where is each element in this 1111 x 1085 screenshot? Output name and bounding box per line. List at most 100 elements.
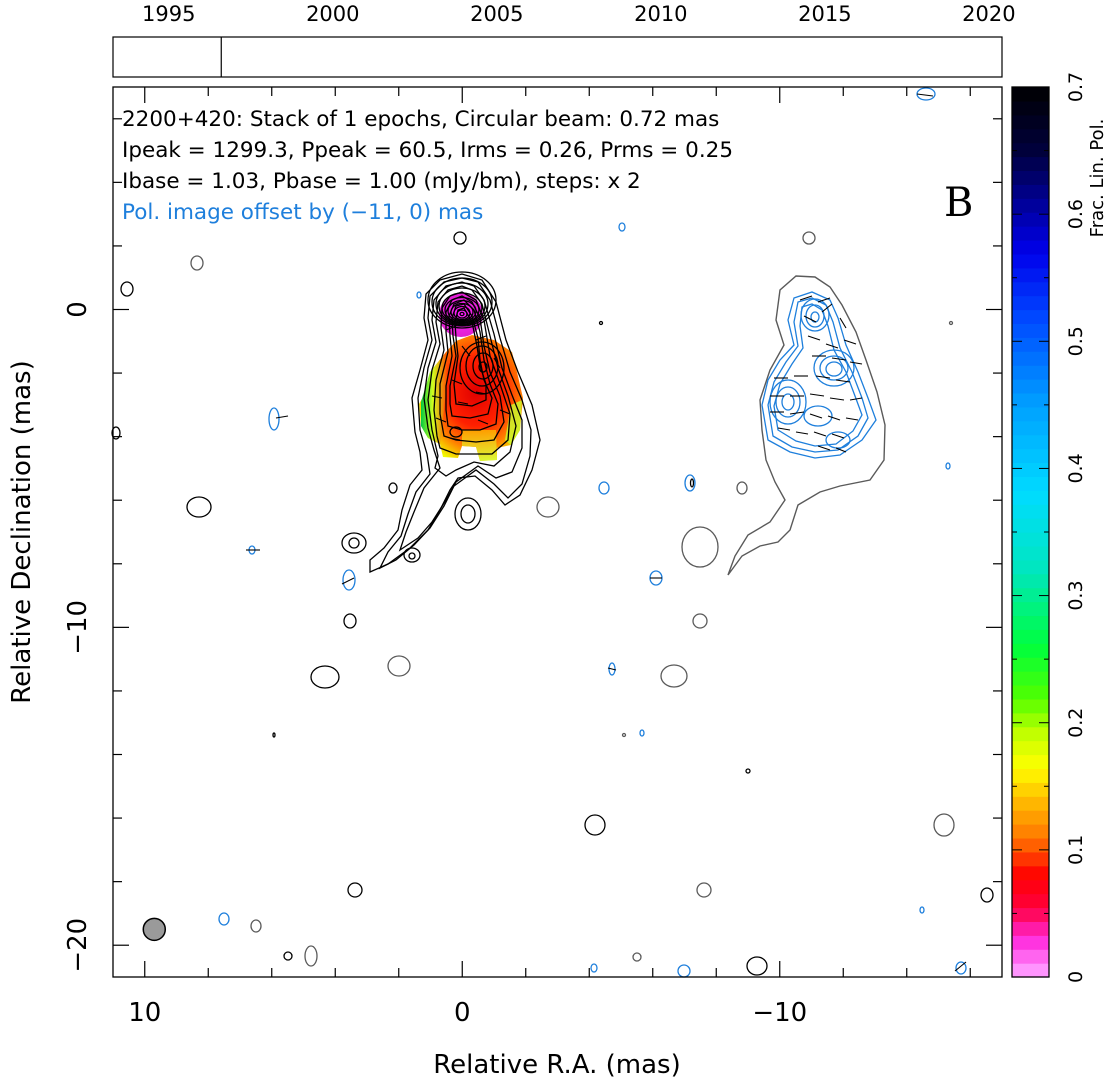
plot-ticks [113,87,1002,977]
colorbar-band [1012,406,1049,422]
colorbar-band [1012,156,1049,172]
polarization-contours [218,87,967,978]
colorbar-band [1012,309,1049,325]
colorbar-tick-label: 0 [1065,971,1087,983]
colorbar-band [1012,963,1049,978]
colorbar-band [1012,365,1049,380]
colorbar-band [1012,226,1049,241]
colorbar-band [1012,351,1049,366]
timeline-year-label: 2005 [470,2,523,26]
colorbar-band [1012,893,1049,909]
colorbar-band [1012,114,1049,130]
plot-frame [112,86,1003,978]
colorbar-band [1012,212,1049,227]
colorbar-band [1012,518,1049,533]
colorbar-band [1012,295,1049,311]
colorbar-band [1012,879,1049,895]
colorbar-band [1012,671,1049,686]
colorbar-tick-label: 0.1 [1065,835,1087,865]
x-axis-label: Relative R.A. (mas) [433,1050,680,1080]
noise-contours [111,231,994,976]
colorbar-tick-label: 0.7 [1065,72,1087,102]
timeline-year-label: 2015 [798,2,851,26]
colorbar-band [1012,87,1049,102]
colorbar-tick-label: 0.6 [1065,199,1087,229]
colorbar-band [1012,379,1049,394]
timeline-year-label: 2000 [306,2,359,26]
offset-stokes-i-outline [727,275,886,576]
panel-letter: B [944,180,973,226]
y-tick-label: −10 [63,600,93,655]
colorbar-band [1012,170,1049,185]
timeline-year-label: 1995 [142,2,195,26]
beam-ellipse [142,917,167,942]
plot-area: 10 0 −10 0 −10 −20 [63,86,1003,1028]
colorbar-band [1012,462,1049,477]
colorbar-tick-label: 0.5 [1065,326,1087,356]
colorbar-band [1012,657,1049,672]
colorbar-band [1012,754,1049,770]
colorbar-band [1012,100,1049,116]
colorbar-tick-label: 0.3 [1065,580,1087,610]
colorbar-band [1012,643,1049,658]
timeline-year-label: 2010 [634,2,687,26]
colorbar-band [1012,740,1049,756]
y-tick-label: −20 [63,918,93,973]
colorbar-band [1012,851,1049,867]
timeline-frame [112,36,1003,78]
colorbar-band [1012,545,1049,561]
colorbar-band [1012,824,1049,839]
colorbar: 0 0.1 0.2 0.3 0.4 0.5 0.6 0.7 Frac. Lin. Pol. [1011,72,1108,983]
colormap-right-edge [505,400,522,445]
colorbar-band [1012,796,1049,811]
x-tick-label: 10 [128,998,161,1028]
colorbar-tick-label: 0.2 [1065,708,1087,738]
colorbar-band [1012,587,1049,603]
colorbar-band [1012,573,1049,589]
colorbar-band [1012,935,1049,950]
y-axis-label: Relative Declination (mas) [7,360,37,703]
colorbar-band [1012,837,1049,853]
colorbar-label: Frac. Lin. Pol. [1087,119,1108,238]
timeline-year-label: 2020 [962,2,1015,26]
info-line-2: Ipeak = 1299.3, Ppeak = 60.5, Irms = 0.2… [122,138,733,163]
info-line-3: Ibase = 1.03, Pbase = 1.00 (mJy/bm), ste… [122,169,641,194]
evpa-vectors [246,93,967,972]
colorbar-band [1012,810,1049,825]
info-text: 2200+420: Stack of 1 epochs, Circular be… [122,107,973,226]
colorbar-band [1012,615,1049,630]
colorbar-band [1012,434,1049,450]
colorbar-band [1012,420,1049,436]
colorbar-band [1012,698,1049,714]
colorbar-band [1012,198,1049,213]
colorbar-band [1012,601,1049,617]
colorbar-band [1012,392,1049,408]
frac-pol-colormap [419,293,523,461]
colorbar-band [1012,782,1049,797]
colormap-bottom [462,430,497,461]
colorbar-band [1012,267,1049,283]
y-tick-label: 0 [63,301,93,318]
colorbar-band [1012,532,1049,547]
info-line-1: 2200+420: Stack of 1 epochs, Circular be… [122,107,719,132]
colorbar-band [1012,239,1049,255]
colorbar-band [1012,323,1049,338]
colorbar-band [1012,448,1049,464]
colorbar-band [1012,559,1049,575]
stokes-i-contours [341,271,541,574]
colorbar-band [1012,768,1049,783]
pol-offset-note: Pol. image offset by (−11, 0) mas [122,200,483,225]
colorbar-band [1012,726,1049,742]
colorbar-band [1012,684,1049,700]
colorbar-band [1012,865,1049,881]
colorbar-band [1012,253,1049,269]
colorbar-tick-label: 0.4 [1065,453,1087,483]
colorbar-band [1012,142,1049,158]
colorbar-band [1012,128,1049,144]
colorbar-band [1012,921,1049,936]
timeline: 1995 2000 2005 2010 2015 2020 [112,2,1016,78]
colorbar-band [1012,281,1049,297]
colorbar-band [1012,949,1049,964]
colorbar-band [1012,337,1049,352]
